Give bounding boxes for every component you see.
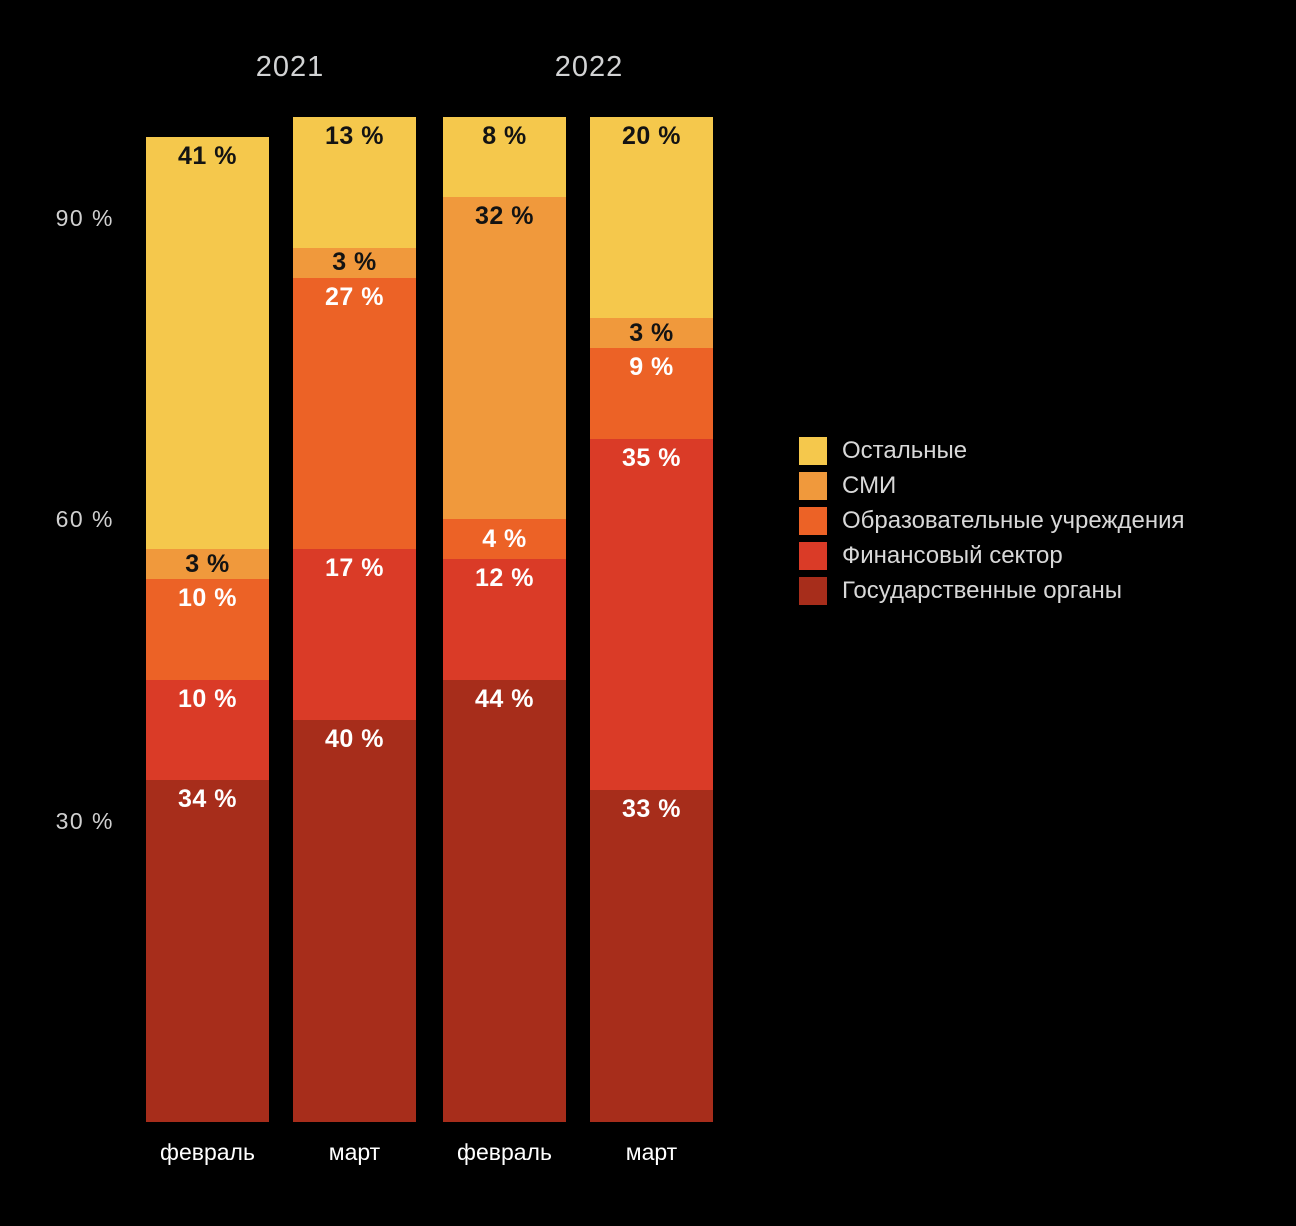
segment-label-gov-mar-2022: 33 % xyxy=(622,795,681,824)
bar-feb-2022: 8 % 32 % 4 % 12 % 44 % xyxy=(443,117,566,1122)
segment-finance-feb-2021: 10 % xyxy=(146,679,269,781)
segment-label-other-mar-2022: 20 % xyxy=(622,122,681,151)
segment-edu-mar-2021: 27 % xyxy=(293,277,416,550)
segment-other-feb-2021: 41 % xyxy=(146,137,269,550)
legend-label-finance: Финансовый сектор xyxy=(842,542,1063,569)
segment-media-feb-2022: 32 % xyxy=(443,197,566,520)
segment-other-feb-2022: 8 % xyxy=(443,117,566,198)
year-label-2022: 2022 xyxy=(554,51,624,83)
segment-label-gov-feb-2022: 44 % xyxy=(475,684,534,713)
legend-label-gov: Государственные органы xyxy=(842,577,1123,604)
segment-gov-feb-2021: 34 % xyxy=(146,780,269,1122)
legend-label-other: Остальные xyxy=(842,437,968,464)
segment-label-edu-feb-2022: 4 % xyxy=(482,524,527,553)
segment-label-finance-mar-2021: 17 % xyxy=(325,554,384,583)
legend-item-gov: Государственные органы xyxy=(799,577,1185,605)
segment-gov-feb-2022: 44 % xyxy=(443,679,566,1122)
segment-label-gov-mar-2021: 40 % xyxy=(325,725,384,753)
segment-gov-mar-2021: 40 % xyxy=(293,720,416,1122)
segment-finance-mar-2022: 35 % xyxy=(590,438,713,791)
segment-label-media-mar-2021: 3 % xyxy=(332,248,377,277)
legend-label-media: СМИ xyxy=(842,472,897,499)
bar-mar-2021: 13 % 3 % 27 % 17 % 40 % xyxy=(293,117,416,1122)
legend: Остальные СМИ Образовательные учреждения Фи… xyxy=(799,437,1185,605)
legend-swatch-edu xyxy=(799,507,827,535)
segment-label-media-feb-2022: 32 % xyxy=(475,202,534,231)
segment-label-gov-feb-2021: 34 % xyxy=(178,785,237,814)
legend-swatch-other xyxy=(799,437,827,465)
segment-edu-feb-2022: 4 % xyxy=(443,519,566,560)
x-label-feb-2021: февраль xyxy=(160,1139,255,1165)
legend-item-other: Остальные xyxy=(799,437,1185,465)
legend-swatch-gov xyxy=(799,577,827,605)
segment-media-mar-2022: 3 % xyxy=(590,318,713,349)
legend-swatch-media xyxy=(799,472,827,500)
segment-label-other-feb-2022: 8 % xyxy=(482,122,527,151)
segment-label-finance-feb-2022: 12 % xyxy=(475,564,534,593)
legend-item-media: СМИ xyxy=(799,472,1185,500)
segment-label-edu-mar-2022: 9 % xyxy=(629,353,674,382)
x-label-mar-2021: март xyxy=(328,1139,381,1165)
legend-item-finance: Финансовый сектор xyxy=(799,542,1185,570)
y-tick-60: 60 % xyxy=(55,506,114,532)
y-tick-30: 30 % xyxy=(55,807,114,834)
segment-label-other-mar-2021: 13 % xyxy=(325,122,384,151)
legend-label-edu: Образовательные учреждения xyxy=(842,507,1185,534)
segment-edu-feb-2021: 10 % xyxy=(146,579,269,680)
segment-label-media-feb-2021: 3 % xyxy=(185,549,230,578)
segment-label-finance-feb-2021: 10 % xyxy=(178,684,237,713)
segment-other-mar-2022: 20 % xyxy=(590,117,713,319)
legend-item-edu: Образовательные учреждения xyxy=(799,507,1185,535)
segment-finance-mar-2021: 17 % xyxy=(293,549,416,720)
segment-label-media-mar-2022: 3 % xyxy=(629,318,674,347)
segment-label-other-feb-2021: 41 % xyxy=(178,142,237,171)
segment-label-edu-feb-2021: 10 % xyxy=(178,584,237,613)
segment-label-finance-mar-2022: 35 % xyxy=(622,443,681,472)
segment-label-edu-mar-2021: 27 % xyxy=(325,282,384,311)
segment-finance-feb-2022: 12 % xyxy=(443,559,566,680)
x-label-feb-2022: февраль xyxy=(457,1139,552,1165)
y-tick-90: 90 % xyxy=(55,204,114,231)
segment-edu-mar-2022: 9 % xyxy=(590,348,713,439)
x-label-mar-2022: март xyxy=(625,1139,678,1165)
year-label-2021: 2021 xyxy=(255,51,325,83)
legend-swatch-finance xyxy=(799,542,827,570)
segment-other-mar-2021: 13 % xyxy=(293,117,416,248)
bar-mar-2022: 20 % 3 % 9 % 35 % 33 % xyxy=(590,117,713,1122)
segment-media-mar-2021: 3 % xyxy=(293,247,416,278)
segment-media-feb-2021: 3 % xyxy=(146,549,269,580)
bar-feb-2021: 41 % 3 % 10 % 10 % 34 % xyxy=(146,137,269,1122)
segment-gov-mar-2022: 33 % xyxy=(590,790,713,1122)
